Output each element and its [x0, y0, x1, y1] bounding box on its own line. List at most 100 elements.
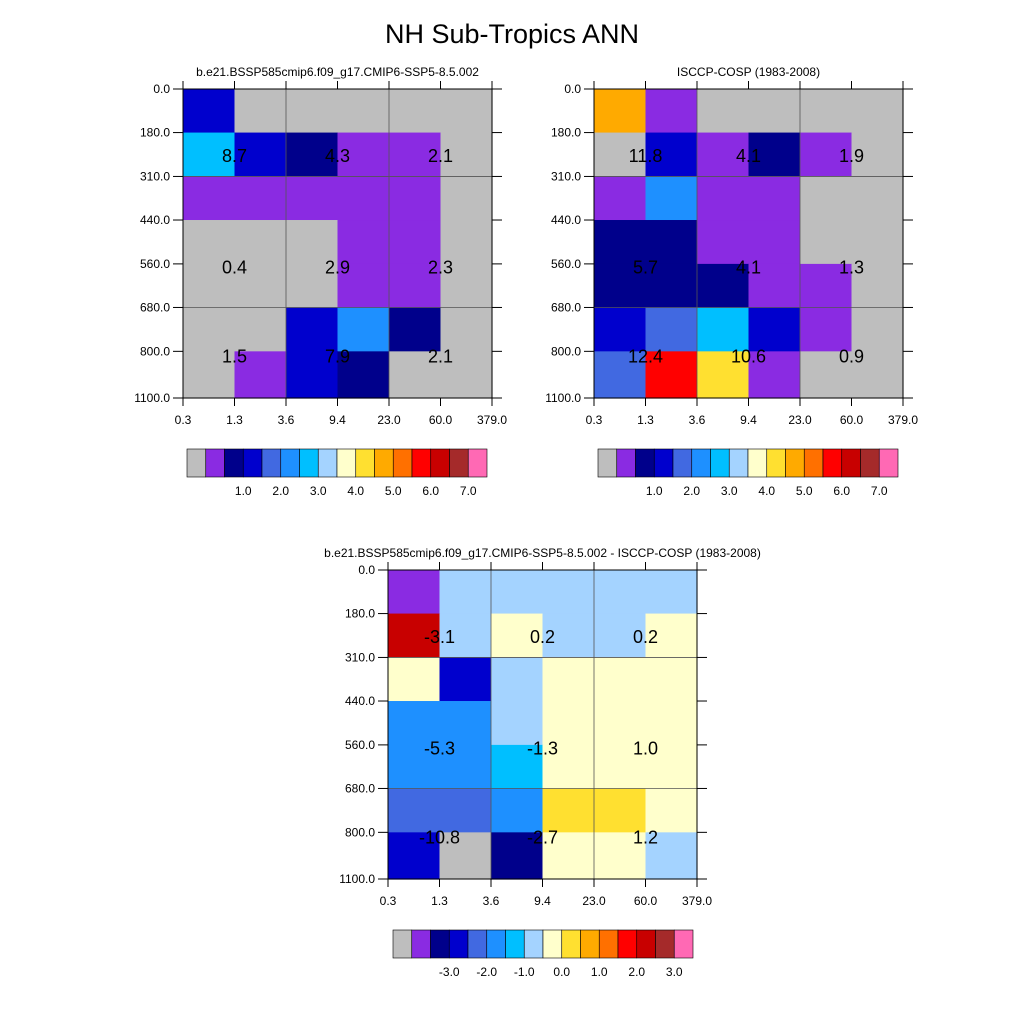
heatmap-cell [440, 263, 493, 309]
panel-title: ISCCP-COSP (1983-2008) [677, 65, 820, 79]
colorbar-swatch [841, 448, 861, 478]
heatmap-cell [389, 89, 442, 134]
cell-value-label: 4.1 [736, 146, 761, 166]
heatmap-cell [851, 307, 904, 352]
heatmap-cell [491, 832, 544, 880]
colorbar-swatch [299, 448, 319, 478]
cell-value-label: 8.7 [222, 146, 247, 166]
colorbar-swatch [878, 448, 899, 478]
colorbar-label: 5.0 [385, 484, 402, 498]
heatmap-cell [851, 89, 904, 134]
colorbar-swatch [317, 448, 338, 478]
heatmap-cell [645, 570, 698, 615]
heatmap-cell [234, 351, 287, 399]
heatmap-cell [851, 220, 904, 265]
heatmap-cell [594, 788, 647, 833]
colorbar-swatch [598, 929, 619, 959]
heatmap-cell [337, 132, 390, 178]
heatmap-cell [645, 220, 698, 265]
colorbar-swatch [392, 929, 413, 959]
heatmap-cell [183, 89, 236, 134]
heatmap-cell [234, 132, 287, 178]
colorbar-swatch [280, 448, 300, 478]
colorbar-label: 7.0 [460, 484, 477, 498]
grid-lines [594, 89, 903, 398]
x-tick-label: 1.3 [431, 894, 448, 908]
y-tick-label: 180.0 [140, 126, 170, 140]
colorbar-swatch [766, 448, 786, 478]
heatmap-cell [286, 263, 339, 309]
colorbar-swatch [616, 448, 636, 478]
colorbar-swatch [261, 448, 282, 478]
x-tick-label: 1.3 [637, 413, 654, 427]
heatmap-cell [542, 832, 595, 880]
heatmap-cell [491, 570, 544, 615]
colorbar-swatch [411, 448, 432, 478]
heatmap-cell [234, 176, 287, 221]
x-tick-label: 379.0 [888, 413, 918, 427]
heatmap-cell [645, 263, 698, 309]
heatmap-cell [697, 176, 750, 221]
y-tick-label: 180.0 [345, 607, 375, 621]
x-tick-label: 9.4 [329, 413, 346, 427]
colorbar-label: 4.0 [347, 484, 364, 498]
colorbar-swatch [392, 448, 413, 478]
colorbar-label: 1.0 [591, 965, 608, 979]
colorbar-swatch [728, 448, 749, 478]
heatmap-cell [645, 701, 698, 746]
colorbar-swatch [467, 448, 488, 478]
y-tick-label: 680.0 [140, 300, 170, 314]
heatmap-cell [388, 613, 441, 659]
colorbar-swatch [242, 448, 263, 478]
heatmap-cell [389, 220, 442, 265]
heatmap-cell [851, 176, 904, 221]
heatmap-cell [594, 657, 647, 702]
colorbar-swatch [505, 929, 525, 959]
colorbar-swatch [523, 929, 544, 959]
y-tick-label: 440.0 [140, 213, 170, 227]
heatmap-cell [388, 744, 441, 790]
heatmap-cell [542, 570, 595, 615]
heatmap-cell [800, 132, 853, 178]
colorbar-swatch [580, 929, 600, 959]
y-tick-label: 680.0 [551, 300, 581, 314]
cell-value-label: 1.9 [839, 146, 864, 166]
colorbar-swatch [672, 448, 693, 478]
cell-value-label: 1.0 [633, 739, 658, 759]
cell-value-label: 0.2 [633, 627, 658, 647]
x-tick-label: 9.4 [740, 413, 757, 427]
cell-value-label: -10.8 [419, 827, 460, 847]
cell-value-label: 2.1 [428, 146, 453, 166]
cell-value-label: 0.9 [839, 346, 864, 366]
heatmap-cell [645, 132, 698, 178]
heatmap-cell [542, 613, 595, 659]
cell-value-label: 10.6 [731, 346, 766, 366]
colorbar-swatch [430, 929, 450, 959]
colorbar-swatch [224, 448, 244, 478]
colorbar-label: -2.0 [476, 965, 497, 979]
heatmap-cell [439, 832, 492, 880]
heatmap-cell [748, 220, 801, 265]
y-tick-label: 1100.0 [545, 391, 581, 405]
heatmap-cell [748, 176, 801, 221]
heatmap-cell [697, 307, 750, 352]
heatmap-cell [645, 351, 698, 399]
cell-value-label: 2.9 [325, 258, 350, 278]
y-tick-label: 800.0 [551, 344, 581, 358]
colorbar-swatch [597, 448, 618, 478]
heatmap-cell [697, 220, 750, 265]
grid-lines [183, 89, 492, 398]
colorbar-swatch [374, 448, 394, 478]
heatmap-cell [389, 132, 442, 178]
cell-value-label: 4.3 [325, 146, 350, 166]
heatmap-cell [389, 351, 442, 399]
heatmap-cell [645, 307, 698, 352]
heatmap-cell [851, 351, 904, 399]
cell-value-label: -1.3 [527, 739, 558, 759]
cell-value-label: 7.9 [325, 346, 350, 366]
heatmap-cell [748, 132, 801, 178]
y-tick-label: 310.0 [345, 650, 375, 664]
colorbar-swatch [803, 448, 824, 478]
heatmap-cell [594, 351, 647, 399]
heatmap-cell [491, 701, 544, 746]
